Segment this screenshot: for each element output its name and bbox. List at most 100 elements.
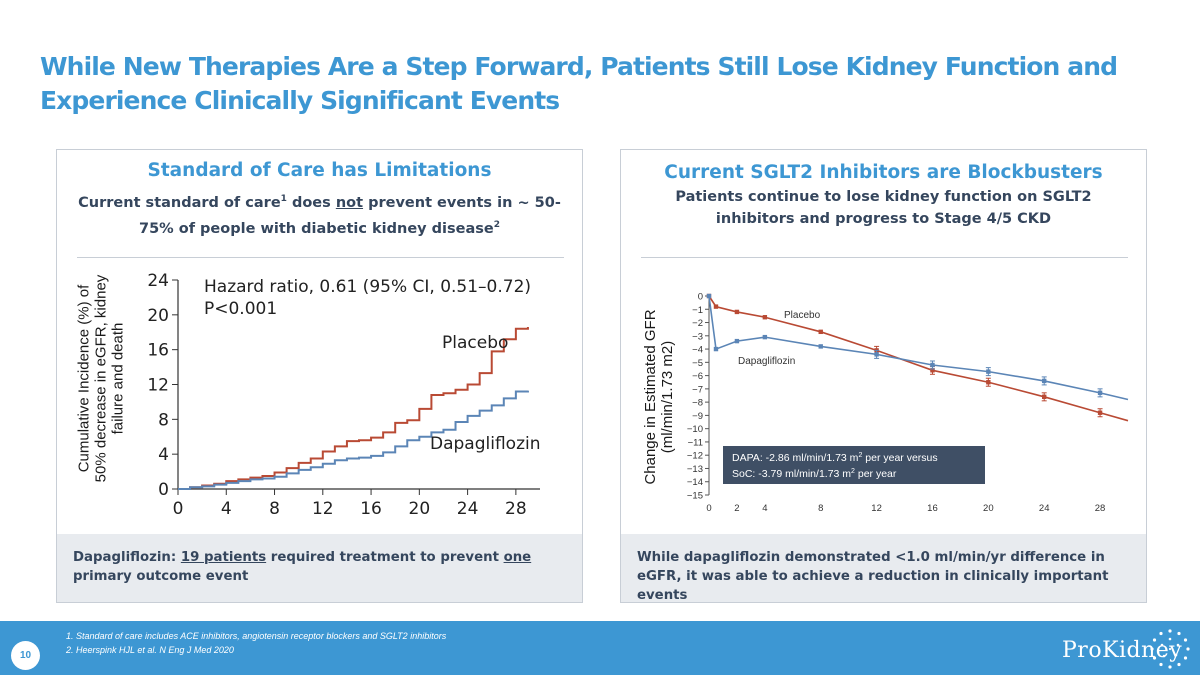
- right-panel-heading: Current SGLT2 Inhibitors are Blockbuster…: [664, 162, 1103, 183]
- y-tick-label: −2: [692, 318, 703, 329]
- right-footer-text: While dapagliflozin demonstrated <1.0 ml…: [637, 550, 1109, 603]
- data-point-marker: [986, 380, 991, 385]
- x-tick-label: 16: [360, 499, 382, 519]
- hazard-ratio-annotation: Hazard ratio, 0.61 (95% CI, 0.51–0.72): [204, 277, 531, 297]
- y-tick-label: −1: [692, 305, 703, 316]
- y-tick-label: −13: [687, 464, 703, 475]
- data-point-marker: [713, 346, 719, 352]
- brand-logo-text: ProKidney: [1062, 638, 1183, 663]
- left-ylabel-line-1: Cumulative Incidence (%) of: [75, 284, 93, 473]
- y-tick-label: 0: [158, 480, 169, 500]
- footer-bar: [0, 621, 1200, 675]
- x-tick-label: 16: [927, 503, 938, 514]
- x-tick-label: 2: [734, 503, 739, 514]
- y-tick-label: −14: [687, 477, 703, 488]
- y-tick-label: −4: [692, 345, 703, 356]
- placebo-series-label: Placebo: [442, 333, 508, 353]
- y-tick-label: 8: [158, 410, 169, 430]
- data-point-marker: [930, 368, 935, 373]
- footnote-ref-1: 1: [280, 194, 287, 204]
- brand-dots-icon: [1150, 629, 1190, 669]
- footnote-2: 2. Heerspink HJL et al. N Eng J Med 2020: [66, 645, 234, 655]
- sub-text-post: prevent events in ~ 50-75% of people wit…: [138, 194, 561, 237]
- page-number: 10: [19, 650, 32, 661]
- left-ylabel-line-3: failure and death: [109, 322, 127, 435]
- data-point-marker: [930, 362, 935, 368]
- y-tick-label: 20: [147, 306, 169, 326]
- data-point-marker: [1042, 394, 1047, 400]
- data-point-marker: [1042, 378, 1047, 384]
- sub-text-not: not: [335, 194, 364, 211]
- x-tick-label: 24: [1039, 503, 1050, 514]
- right-ylabel-line-1: Change in Estimated GFR: [642, 309, 659, 485]
- x-tick-label: 28: [1095, 503, 1106, 514]
- y-tick-label: −15: [687, 491, 703, 502]
- p-value-annotation: P<0.001: [204, 299, 277, 319]
- egfr-line-dapagliflozin: [708, 295, 1129, 401]
- data-point-marker: [734, 309, 740, 315]
- y-tick-label: −11: [688, 437, 703, 448]
- callout-line-1: DAPA: -2.86 ml/min/1.73 m2 per year vers…: [732, 452, 938, 464]
- data-point-marker: [706, 293, 712, 299]
- x-tick-label: 4: [762, 503, 767, 514]
- footnote-ref-2: 2: [493, 219, 501, 230]
- y-tick-label: 12: [147, 376, 169, 396]
- data-point-marker: [818, 344, 823, 349]
- left-panel: Standard of Care has Limitations Current…: [56, 149, 583, 603]
- km-line-dapagliflozin: [178, 390, 529, 490]
- y-tick-label: 4: [158, 445, 169, 465]
- callout-box: [723, 446, 985, 484]
- right-divider: [641, 257, 1128, 258]
- right-panel-footer: While dapagliflozin demonstrated <1.0 ml…: [621, 534, 1146, 603]
- y-tick-label: 16: [147, 341, 169, 361]
- sub-text-mid: does: [286, 194, 336, 211]
- page-number-badge: [11, 641, 40, 670]
- dapagliflozin-series-label: Dapagliflozin: [738, 356, 795, 367]
- x-tick-label: 24: [457, 499, 479, 519]
- y-tick-label: −5: [692, 358, 703, 369]
- left-panel-subheading: Current standard of care1 does not preve…: [77, 188, 562, 240]
- slide-title: While New Therapies Are a Step Forward, …: [40, 52, 1118, 115]
- x-tick-label: 12: [871, 503, 882, 514]
- callout-line-2: SoC: -3.79 ml/min/1.73 m2 per year: [732, 468, 897, 480]
- data-point-marker: [762, 334, 768, 340]
- y-tick-label: −3: [692, 331, 703, 342]
- x-tick-label: 0: [173, 499, 184, 519]
- data-point-marker: [734, 338, 740, 344]
- x-tick-label: 20: [983, 503, 994, 514]
- sub-text-pre: Current standard of care: [78, 194, 281, 211]
- x-tick-label: 20: [409, 499, 431, 519]
- y-tick-label: −10: [687, 424, 703, 435]
- x-tick-label: 0: [706, 503, 711, 514]
- data-point-marker: [1097, 390, 1103, 396]
- y-tick-label: 24: [147, 271, 169, 291]
- y-tick-label: −8: [692, 398, 703, 409]
- right-panel-subheading: Patients continue to lose kidney functio…: [675, 189, 1092, 227]
- left-chart-ylabel: Cumulative Incidence (%) of 50% decrease…: [76, 259, 127, 499]
- data-point-marker: [713, 304, 719, 309]
- x-tick-label: 12: [312, 499, 334, 519]
- dapagliflozin-series-label: Dapagliflozin: [430, 434, 540, 454]
- x-tick-label: 28: [505, 499, 527, 519]
- foot-mid: required treatment to prevent: [266, 550, 504, 565]
- data-point-marker: [1097, 410, 1103, 415]
- y-tick-label: −6: [692, 371, 703, 382]
- km-line-placebo: [178, 327, 529, 490]
- placebo-series-label: Placebo: [784, 310, 821, 321]
- km-chart: 0 4 8 12 16 20 24 0 4 8 12 16 20 24 28 Hazard ratio, 0.…: [147, 271, 540, 519]
- y-tick-label: −7: [692, 384, 703, 395]
- data-point-marker: [762, 315, 768, 320]
- left-footer-text: Dapagliflozin: 19 patients required trea…: [73, 548, 568, 586]
- y-tick-label: −12: [687, 451, 703, 462]
- egfr-chart: 0−1−2−3−4−5−6−7−8−9−10−11−12−13−14−150 2 4…: [687, 292, 1129, 514]
- data-point-marker: [986, 369, 991, 374]
- foot-post: primary outcome event: [73, 569, 249, 584]
- x-tick-label: 8: [269, 499, 280, 519]
- y-tick-label: 0: [698, 292, 703, 303]
- footnote-1: 1. Standard of care includes ACE inhibit…: [66, 631, 447, 641]
- left-divider: [77, 257, 564, 258]
- foot-one: one: [503, 550, 532, 565]
- y-tick-label: −9: [692, 411, 703, 422]
- foot-nnt: 19 patients: [180, 550, 267, 565]
- foot-pre: Dapagliflozin:: [73, 550, 181, 565]
